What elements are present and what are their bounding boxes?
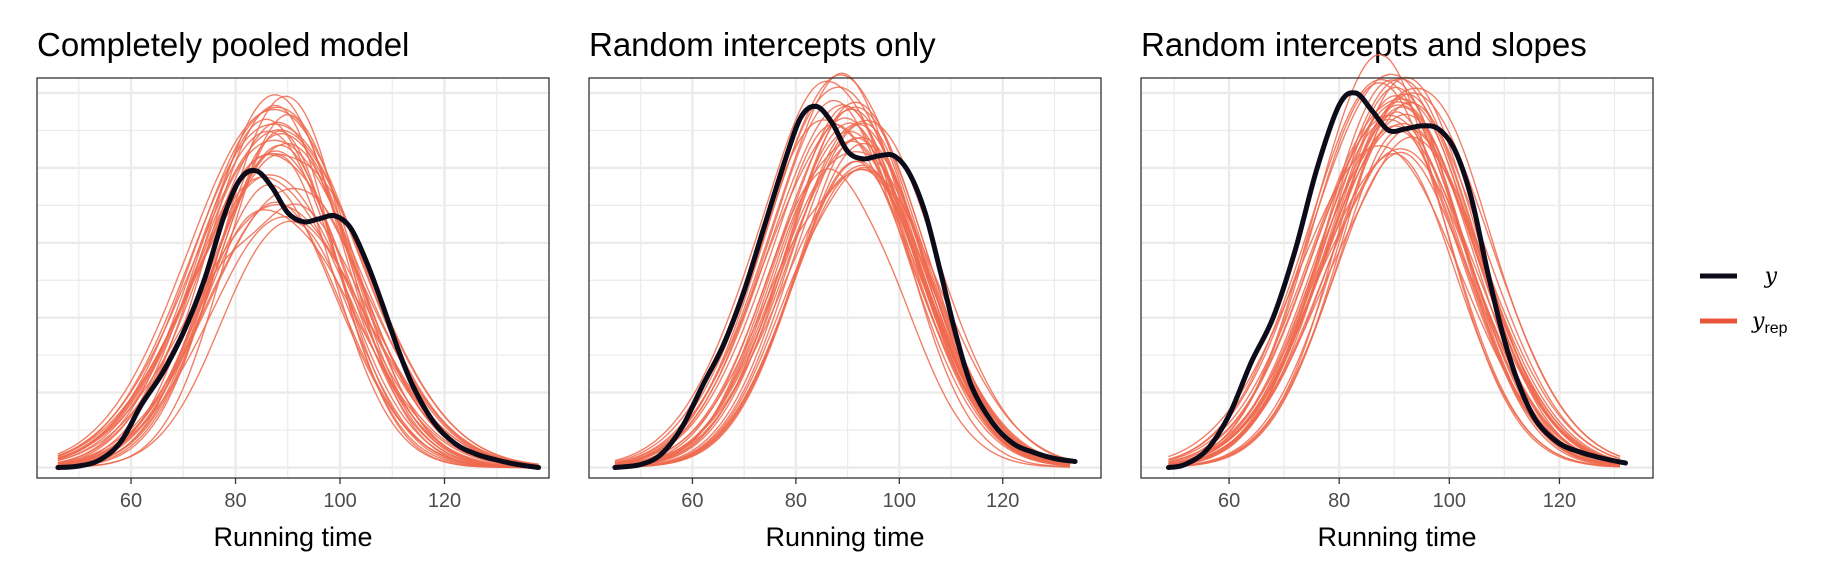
grid bbox=[589, 78, 1101, 478]
series-yrep bbox=[614, 72, 1071, 468]
panel-title: Completely pooled model bbox=[37, 26, 409, 63]
yrep-draw-line bbox=[57, 139, 539, 467]
yrep-draw-line bbox=[57, 130, 539, 469]
legend: y yrep bbox=[1700, 264, 1788, 337]
yrep-draw-line bbox=[614, 105, 1071, 468]
x-tick-label: 120 bbox=[1543, 490, 1576, 512]
legend-label-y: y bbox=[1764, 264, 1778, 289]
yrep-draw-line bbox=[57, 150, 539, 468]
panel-border bbox=[1140, 77, 1654, 479]
yrep-draw-line bbox=[1168, 122, 1621, 464]
panel-3: Random intercepts and slopes 60 80 100 120 Ru… bbox=[1140, 26, 1654, 552]
series-y-line bbox=[1166, 90, 1628, 470]
grid bbox=[1141, 78, 1653, 478]
yrep-draw-line bbox=[1168, 53, 1621, 468]
x-tick-label: 120 bbox=[428, 490, 461, 512]
yrep-draw-line bbox=[614, 166, 1071, 468]
yrep-draw-line bbox=[57, 123, 539, 466]
x-tick-label: 80 bbox=[785, 490, 807, 512]
panel-2: Random intercepts only 60 80 100 120 Running … bbox=[588, 26, 1102, 552]
yrep-draw-line bbox=[1168, 92, 1621, 465]
yrep-draw-line bbox=[614, 119, 1071, 467]
x-tick-label: 80 bbox=[224, 490, 246, 512]
yrep-draw-line bbox=[1168, 114, 1621, 465]
x-axis-label: Running time bbox=[213, 522, 372, 552]
yrep-draw-line bbox=[614, 101, 1071, 468]
yrep-draw-line bbox=[614, 106, 1071, 468]
yrep-draw-line bbox=[57, 153, 539, 466]
legend-label-yrep: yrep bbox=[1751, 309, 1788, 337]
yrep-draw-line bbox=[614, 164, 1071, 466]
yrep-draw-line bbox=[1168, 93, 1621, 468]
yrep-draw-line bbox=[1168, 113, 1621, 465]
x-tick-label: 100 bbox=[883, 490, 916, 512]
panel-border bbox=[588, 77, 1102, 479]
yrep-draw-line bbox=[57, 209, 539, 468]
x-tick-label: 100 bbox=[323, 490, 356, 512]
x-tick-label: 100 bbox=[1433, 490, 1466, 512]
series-y-line bbox=[55, 167, 542, 470]
yrep-draw-line bbox=[614, 99, 1071, 467]
series-yrep bbox=[1168, 53, 1621, 468]
yrep-draw-line bbox=[57, 176, 539, 468]
x-axis-label: Running time bbox=[765, 522, 924, 552]
panel-title: Random intercepts only bbox=[589, 26, 936, 63]
yrep-draw-line bbox=[57, 144, 539, 469]
yrep-draw-line bbox=[614, 86, 1071, 466]
x-tick-label: 60 bbox=[681, 490, 703, 512]
x-tick-label: 120 bbox=[986, 490, 1019, 512]
x-axis-label: Running time bbox=[1317, 522, 1476, 552]
yrep-draw-line bbox=[1168, 104, 1621, 468]
panel-1: Completely pooled model 60 80 100 120 Running… bbox=[36, 26, 550, 552]
yrep-draw-line bbox=[57, 174, 539, 468]
x-tick-label: 80 bbox=[1328, 490, 1350, 512]
x-tick-label: 60 bbox=[120, 490, 142, 512]
panel-title: Random intercepts and slopes bbox=[1141, 26, 1587, 63]
yrep-draw-line bbox=[57, 201, 539, 469]
panel-border bbox=[36, 77, 550, 479]
x-tick-label: 60 bbox=[1218, 490, 1240, 512]
yrep-draw-line bbox=[57, 129, 539, 465]
series-y-line bbox=[612, 103, 1078, 470]
yrep-draw-line bbox=[1168, 73, 1621, 462]
yrep-draw-line bbox=[614, 160, 1071, 468]
